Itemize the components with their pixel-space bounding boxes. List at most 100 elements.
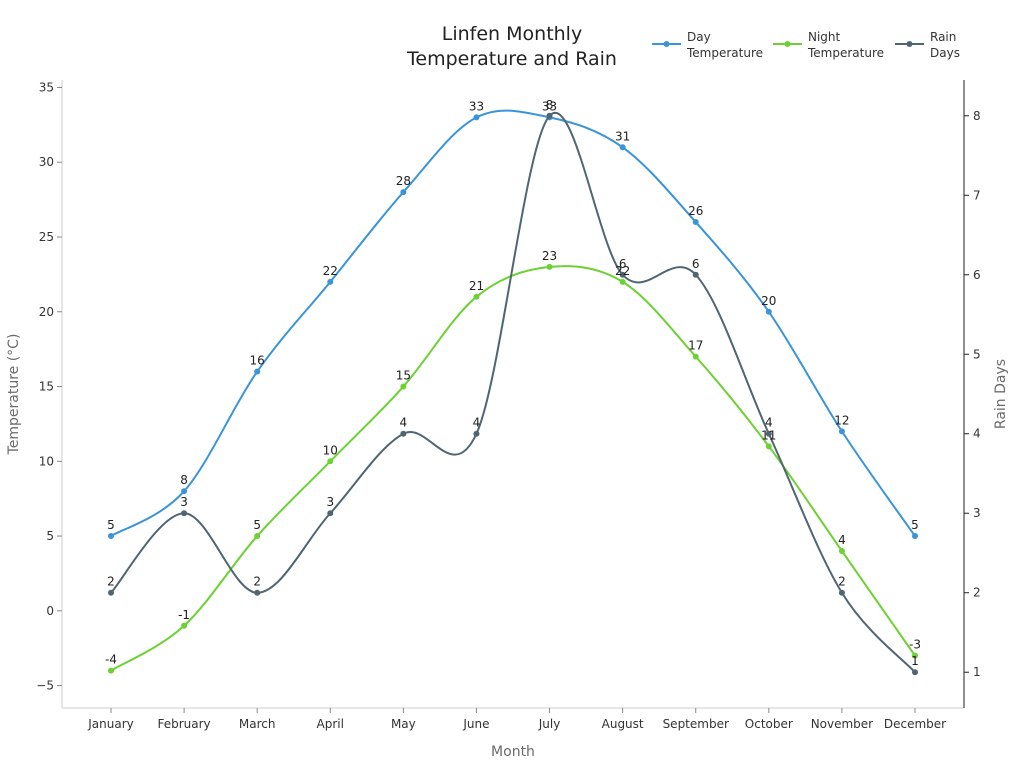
data-point	[181, 622, 188, 629]
data-point	[327, 510, 334, 517]
data-point	[912, 533, 918, 540]
data-label: 3	[326, 495, 334, 509]
data-point	[181, 488, 188, 495]
data-label: 4	[400, 416, 408, 430]
data-point	[546, 263, 553, 270]
series-layer	[108, 109, 918, 676]
data-point	[108, 533, 114, 540]
left-tick-label: 20	[39, 305, 54, 319]
data-label: 33	[469, 99, 484, 113]
x-tick-label: July	[538, 717, 561, 731]
data-label: 10	[323, 443, 338, 457]
legend-label: Rain	[930, 30, 956, 44]
legend-swatch-marker	[784, 41, 791, 47]
data-label: 26	[688, 204, 703, 218]
left-tick-label: −5	[36, 679, 54, 693]
data-point	[327, 458, 334, 465]
legend-item: Rain Days	[895, 30, 960, 60]
data-point	[619, 144, 626, 151]
x-tick-label: September	[663, 717, 729, 731]
x-tick-label: November	[811, 717, 873, 731]
data-point	[473, 293, 480, 300]
data-label: 2	[253, 575, 261, 589]
data-point	[765, 443, 772, 450]
left-tick-label: 5	[46, 529, 54, 543]
data-point	[108, 589, 114, 596]
data-point	[838, 548, 845, 554]
right-tick-label: 8	[973, 109, 981, 123]
data-label: 28	[396, 174, 411, 188]
data-label: 12	[834, 413, 849, 427]
x-axis-title: Month	[491, 744, 535, 760]
data-point	[765, 308, 772, 315]
x-tick-label: January	[87, 717, 134, 731]
series-line	[110, 265, 916, 672]
data-point	[473, 114, 480, 121]
data-label: 1	[911, 654, 919, 668]
data-point	[912, 669, 918, 676]
data-label: 22	[615, 264, 630, 278]
x-tick-label: April	[317, 717, 344, 731]
data-point	[619, 271, 626, 278]
data-label: 2	[107, 575, 115, 589]
data-point	[692, 353, 699, 360]
data-label: 8	[180, 473, 188, 487]
legend-label: Temperature	[807, 46, 884, 60]
x-tick-label: February	[157, 717, 210, 731]
data-point	[765, 430, 772, 437]
series-1	[108, 263, 918, 674]
series-line	[110, 111, 916, 673]
legend: Day Temperature Night Temperature Rain Days	[652, 30, 960, 60]
series-line	[110, 109, 916, 537]
data-label: 17	[688, 339, 703, 353]
data-point	[254, 533, 261, 540]
left-tick-label: 15	[39, 380, 54, 394]
data-point	[838, 589, 845, 596]
data-label: 6	[619, 257, 627, 271]
data-label: 4	[765, 416, 773, 430]
legend-swatch-marker	[663, 41, 670, 47]
data-label: 5	[911, 518, 919, 532]
data-point	[400, 189, 407, 196]
data-label: 16	[250, 354, 265, 368]
right-tick-label: 2	[973, 586, 981, 600]
x-tick-label: May	[391, 717, 416, 731]
data-label: 4	[473, 416, 481, 430]
legend-label: Temperature	[686, 46, 763, 60]
data-point	[692, 271, 699, 278]
data-point	[254, 368, 261, 375]
data-point	[619, 278, 626, 285]
data-label: 22	[323, 264, 338, 278]
data-point	[912, 652, 918, 659]
right-tick-label: 4	[973, 427, 981, 441]
x-tick-label: June	[462, 717, 489, 731]
data-label: -1	[178, 608, 190, 622]
left-tick-label: 10	[39, 454, 54, 468]
data-point	[400, 383, 407, 390]
legend-item: Night Temperature	[773, 30, 884, 60]
data-point	[473, 430, 480, 437]
data-point	[400, 430, 407, 437]
chart-title-line: Temperature and Rain	[406, 48, 617, 70]
right-axis-title: Rain Days	[993, 359, 1009, 429]
data-point	[838, 428, 845, 435]
left-tick-label: 25	[39, 230, 54, 244]
data-point	[692, 219, 699, 226]
data-point	[108, 667, 114, 674]
data-label: 15	[396, 369, 411, 383]
data-point	[546, 112, 553, 119]
legend-label: Night	[808, 30, 841, 44]
data-label: 31	[615, 129, 630, 143]
right-tick-label: 7	[973, 188, 981, 202]
left-tick-label: 30	[39, 155, 54, 169]
legend-item: Day Temperature	[652, 30, 763, 60]
x-tick-label: March	[239, 717, 276, 731]
series-0	[108, 109, 918, 540]
data-label: 33	[542, 99, 557, 113]
data-label: 11	[761, 428, 776, 442]
data-point	[327, 278, 334, 285]
